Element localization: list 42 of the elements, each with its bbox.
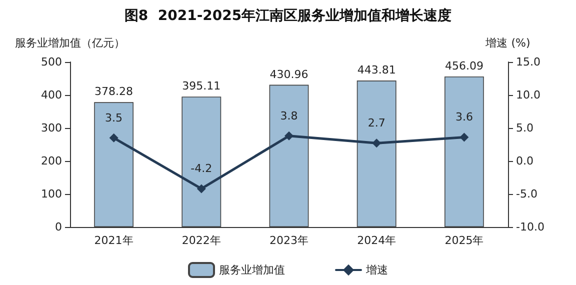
y-axis-title: 服务业增加值（亿元）	[15, 36, 125, 50]
bar	[269, 84, 309, 227]
bar	[444, 76, 484, 227]
data-label: 378.28	[94, 85, 134, 98]
y2-tick-label: 0.0	[516, 154, 534, 168]
chart-title: 图8 2021-2025年江南区服务业增加值和增长速度	[124, 7, 452, 24]
data-label: 3.5	[105, 111, 123, 124]
legend-label: 服务业增加值	[219, 264, 285, 276]
point	[284, 131, 294, 140]
y-tick-label: 400	[41, 88, 62, 102]
data-label: 3.8	[280, 109, 298, 122]
data-label: 430.96	[270, 68, 308, 81]
y2-tick-label: 10.0	[516, 88, 540, 102]
point	[372, 138, 382, 148]
point	[460, 132, 469, 142]
y2-tick-label: 5.0	[516, 122, 534, 134]
data-label: 395.11	[182, 80, 221, 93]
x-tick-label: 2024年	[357, 234, 396, 247]
bar	[356, 80, 396, 227]
y2-axis-title: 增速 (%)	[484, 36, 530, 50]
y-tick-label: 500	[41, 56, 62, 68]
x-tick-label: 2025年	[444, 234, 484, 247]
x-tick-label: 2022年	[182, 234, 221, 247]
data-label: 3.6	[455, 110, 473, 124]
y-tick-label: 100	[41, 188, 62, 200]
y-tick-label: 300	[41, 122, 62, 134]
data-label: -4.2	[190, 162, 212, 176]
y2-tick-label: 15.0	[516, 56, 540, 68]
legend-label: 增速	[365, 264, 388, 276]
y-tick-label: 200	[41, 154, 62, 168]
bar	[94, 102, 134, 227]
data-label: 2.7	[368, 116, 386, 130]
point	[196, 184, 206, 194]
data-label: 456.09	[444, 59, 484, 72]
bar	[182, 96, 222, 227]
data-label: 443.81	[357, 64, 396, 77]
x-tick-label: 2023年	[270, 234, 308, 247]
y-tick-label: 0	[55, 220, 62, 234]
point	[109, 133, 118, 142]
x-tick-label: 2021年	[94, 234, 134, 247]
y2-tick-label: -10.0	[516, 220, 544, 234]
y2-tick-label: -5.0	[516, 188, 538, 200]
